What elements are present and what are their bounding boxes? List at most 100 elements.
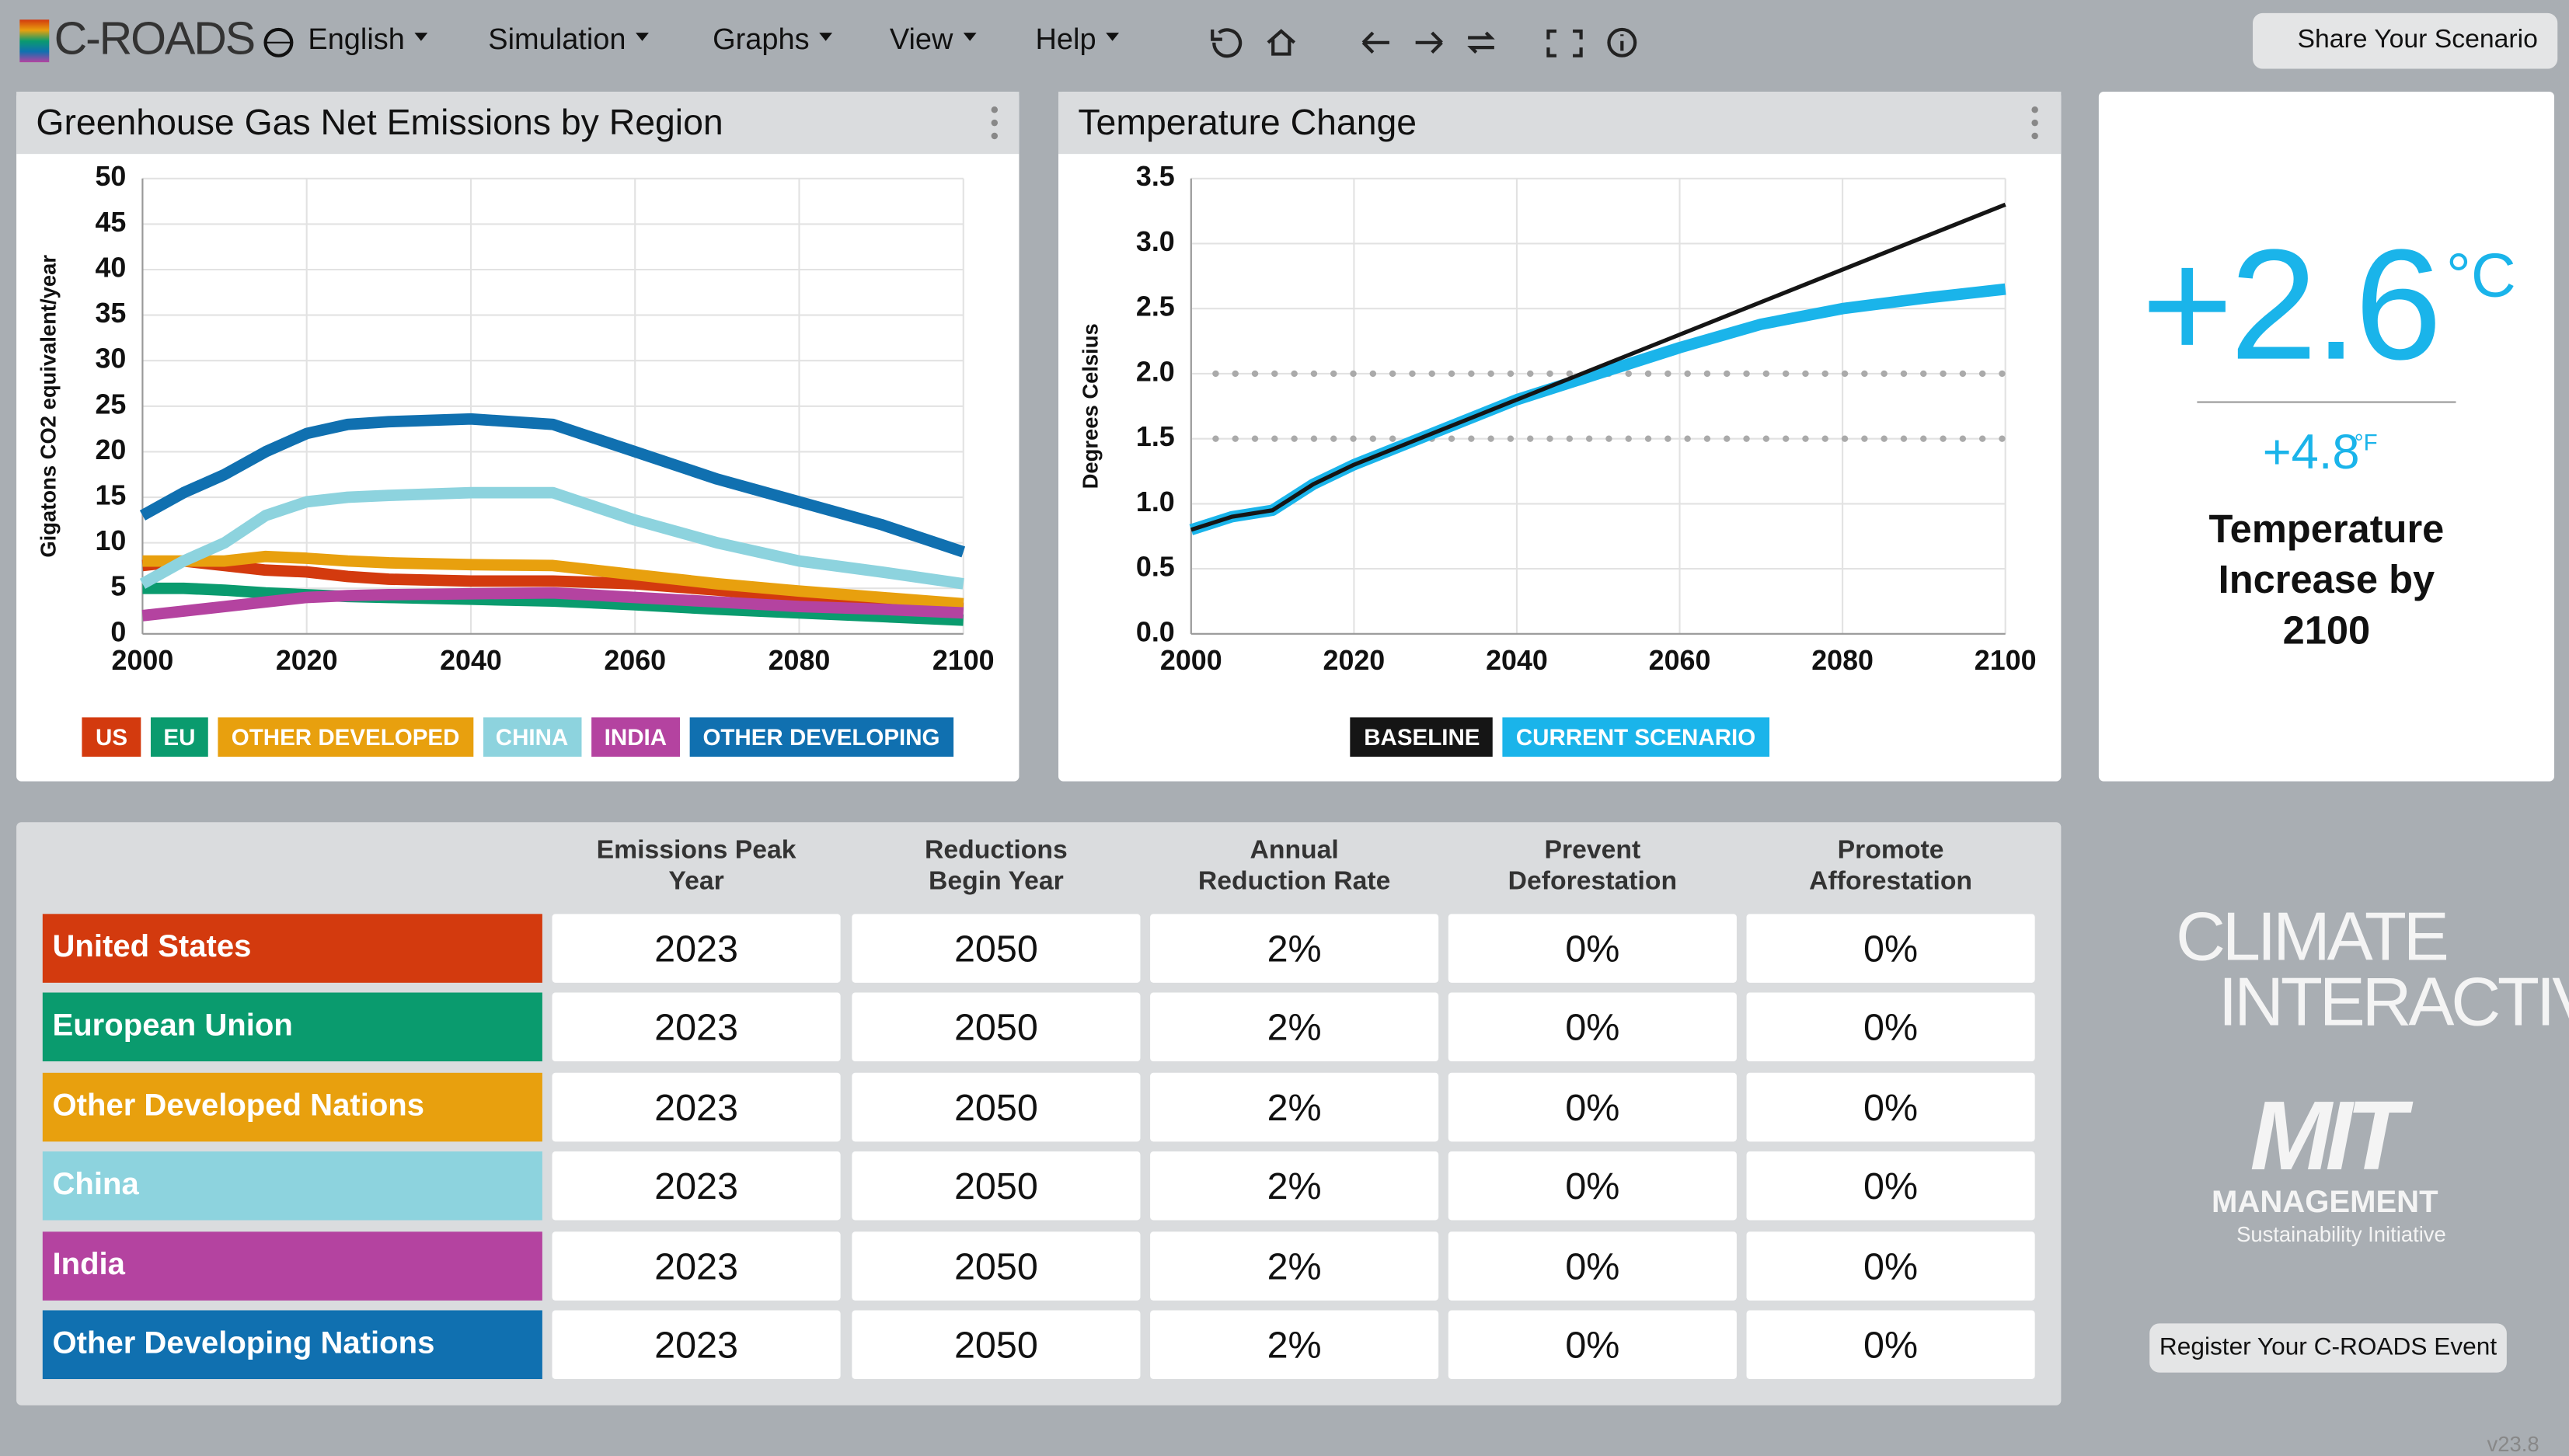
logo-icon xyxy=(19,19,50,63)
input-cell[interactable]: 2% xyxy=(1150,1151,1439,1221)
x-tick-label: 2000 xyxy=(112,645,174,676)
region-label: United States xyxy=(42,914,542,983)
input-cell[interactable]: 2050 xyxy=(852,914,1141,983)
column-header: Prevent Deforestation xyxy=(1508,837,1678,897)
region-label: European Union xyxy=(42,993,542,1062)
input-cell[interactable]: 2% xyxy=(1150,914,1439,983)
menu-item[interactable]: English xyxy=(308,23,427,57)
region-label: China xyxy=(42,1151,542,1221)
input-cell[interactable]: 2050 xyxy=(852,1151,1141,1221)
legend-entry[interactable]: CHINA xyxy=(482,717,582,757)
x-tick-label: 2060 xyxy=(604,645,666,676)
logo-text: MANAGEMENT xyxy=(2212,1186,2438,1221)
input-cell[interactable]: 0% xyxy=(1746,1231,2035,1300)
legend-entry[interactable]: INDIA xyxy=(591,717,680,757)
series-line xyxy=(141,587,964,622)
share-button[interactable]: Share Your Scenario xyxy=(2253,12,2558,69)
input-cell[interactable]: 2023 xyxy=(552,1151,841,1221)
emissions-panel: Greenhouse Gas Net Emissions by Region U… xyxy=(16,92,1020,782)
legend-entry[interactable]: BASELINE xyxy=(1351,717,1494,757)
y-tick-label: 40 xyxy=(95,252,126,283)
legend-entry[interactable]: CURRENT SCENARIO xyxy=(1502,717,1769,757)
menu-item[interactable]: Simulation xyxy=(488,23,649,57)
settings-table: Emissions Peak Year Reductions Begin Year… xyxy=(16,822,2062,1405)
menu-item[interactable]: Help xyxy=(1036,23,1120,57)
input-cell[interactable]: 0% xyxy=(1448,914,1737,983)
input-cell[interactable]: 0% xyxy=(1746,1310,2035,1380)
region-label: Other Developed Nations xyxy=(42,1072,542,1141)
input-cell[interactable]: 2023 xyxy=(552,914,841,983)
legend-entry[interactable]: US xyxy=(82,717,141,757)
region-label: Other Developing Nations xyxy=(42,1310,542,1380)
y-tick-label: 2.5 xyxy=(1136,291,1175,322)
input-cell[interactable]: 2023 xyxy=(552,1072,841,1141)
input-cell[interactable]: 0% xyxy=(1746,1072,2035,1141)
result-panel: +2.6 °C +4.8 °F Temperature Increase by … xyxy=(2098,92,2554,782)
legend-entry[interactable]: EU xyxy=(150,717,209,757)
y-tick-label: 20 xyxy=(95,434,126,465)
result-caption: Temperature Increase by 2100 xyxy=(2208,507,2445,654)
input-cell[interactable]: 0% xyxy=(1746,914,2035,983)
input-cell[interactable]: 2050 xyxy=(852,1072,1141,1141)
toolbar-icons[interactable] xyxy=(1206,23,1648,63)
input-cell[interactable]: 0% xyxy=(1448,1072,1737,1141)
x-tick-label: 2100 xyxy=(932,645,995,676)
temperature-panel: Temperature Change BASELINE CURRENT SCENA… xyxy=(1058,92,2062,782)
column-header: Promote Afforestation xyxy=(1809,837,1973,897)
input-cell[interactable]: 2023 xyxy=(552,1231,841,1300)
x-tick-label: 2060 xyxy=(1649,645,1711,676)
version: v23.8 xyxy=(2487,1431,2539,1456)
column-header: Reductions Begin Year xyxy=(925,837,1068,897)
mit-logo: MIT MANAGEMENT Sustainability Initiative xyxy=(2202,1081,2448,1247)
series-line xyxy=(139,413,966,558)
input-cell[interactable]: 0% xyxy=(1448,1231,1737,1300)
input-cell[interactable]: 2% xyxy=(1150,1072,1439,1141)
logo-text: Sustainability Initiative xyxy=(2236,1221,2446,1247)
y-tick-label: 0.0 xyxy=(1136,616,1175,647)
input-cell[interactable]: 0% xyxy=(1448,993,1737,1062)
input-cell[interactable]: 2050 xyxy=(852,993,1141,1062)
x-tick-label: 2040 xyxy=(1486,645,1548,676)
legend-entry[interactable]: OTHER DEVELOPING xyxy=(689,717,953,757)
panel-title: Greenhouse Gas Net Emissions by Region xyxy=(16,92,1020,155)
y-tick-label: 3.5 xyxy=(1136,161,1175,192)
menu-item[interactable]: View xyxy=(890,23,976,57)
column-header: Emissions Peak Year xyxy=(596,837,796,897)
x-tick-label: 2080 xyxy=(769,645,831,676)
register-button[interactable]: Register Your C-ROADS Event xyxy=(2149,1323,2507,1373)
fahrenheit-unit: °F xyxy=(2354,429,2378,456)
y-tick-label: 1.5 xyxy=(1136,421,1175,452)
input-cell[interactable]: 2% xyxy=(1150,993,1439,1062)
menu-item[interactable]: Graphs xyxy=(713,23,832,57)
input-cell[interactable]: 0% xyxy=(1448,1151,1737,1221)
x-tick-label: 2000 xyxy=(1160,645,1222,676)
logo[interactable]: C-ROADS xyxy=(54,12,256,64)
logo-text: MIT xyxy=(2250,1081,2407,1191)
series-line xyxy=(139,486,964,590)
y-tick-label: 0 xyxy=(110,616,126,647)
input-cell[interactable]: 0% xyxy=(1746,993,2035,1062)
region-label: India xyxy=(42,1231,542,1300)
series-line xyxy=(1190,202,2006,532)
input-cell[interactable]: 2050 xyxy=(852,1310,1141,1380)
y-tick-label: 15 xyxy=(95,479,126,510)
panel-title: Temperature Change xyxy=(1058,92,2062,155)
input-cell[interactable]: 2% xyxy=(1150,1310,1439,1380)
logo-text: INTERACTIVE xyxy=(2218,963,2569,1040)
input-cell[interactable]: 2% xyxy=(1150,1231,1439,1300)
input-cell[interactable]: 0% xyxy=(1448,1310,1737,1380)
celsius-value: +2.6 xyxy=(2141,218,2442,393)
y-tick-label: 35 xyxy=(95,298,126,329)
input-cell[interactable]: 0% xyxy=(1746,1151,2035,1221)
y-tick-label: 0.5 xyxy=(1136,552,1175,583)
column-header: Annual Reduction Rate xyxy=(1197,837,1391,897)
input-cell[interactable]: 2050 xyxy=(852,1231,1141,1300)
x-tick-label: 2040 xyxy=(440,645,502,676)
input-cell[interactable]: 2023 xyxy=(552,1310,841,1380)
globe-icon xyxy=(263,27,294,57)
input-cell[interactable]: 2023 xyxy=(552,993,841,1062)
axis-title: Degrees Celsius xyxy=(1079,323,1103,489)
divider xyxy=(2197,401,2456,403)
legend-entry[interactable]: OTHER DEVELOPED xyxy=(218,717,473,757)
